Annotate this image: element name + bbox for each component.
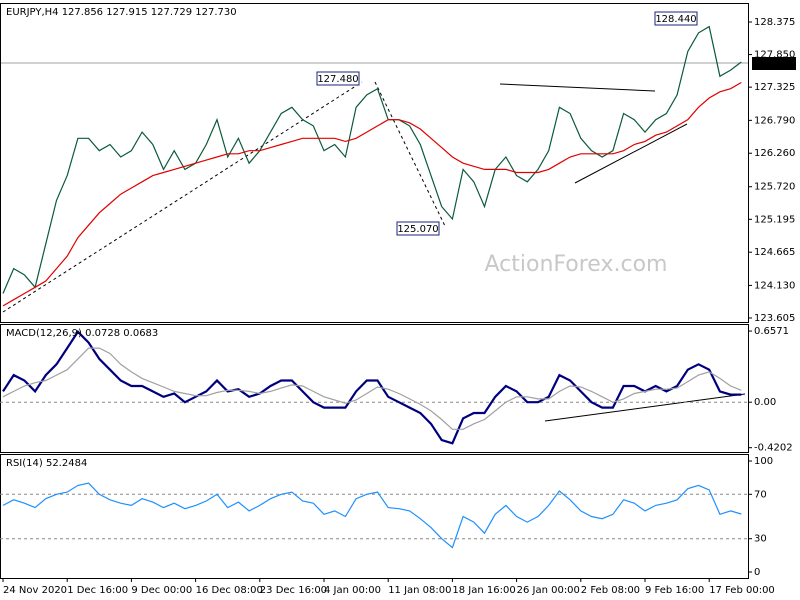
y-tick-label: 30 xyxy=(754,534,767,545)
x-tick-label: 24 Nov 2020 xyxy=(3,585,67,596)
panel-frame xyxy=(0,3,749,323)
y-tick-label: 0 xyxy=(754,567,760,578)
y-tick-label: 124.665 xyxy=(754,247,795,258)
trend-line xyxy=(574,123,688,184)
annotation-box xyxy=(396,221,440,236)
annotation: 127.480 xyxy=(317,74,358,85)
panel-frame xyxy=(0,454,749,579)
trend-line xyxy=(544,393,746,422)
y-tick-label: 125.720 xyxy=(754,182,795,193)
x-tick-label: 9 Dec 00:00 xyxy=(131,585,192,596)
y-tick-label: 0.00 xyxy=(754,397,776,408)
panel-title: RSI(14) 52.2484 xyxy=(6,458,87,469)
panel-title: MACD(12,26,9) 0.0728 0.0683 xyxy=(6,328,158,339)
x-tick-label: 17 Feb 00:00 xyxy=(709,585,775,596)
x-tick-label: 18 Jan 16:00 xyxy=(452,585,515,596)
panel-title: EURJPY,H4 127.856 127.915 127.729 127.73… xyxy=(6,7,237,18)
annotation: 125.070 xyxy=(397,224,438,235)
x-tick-label: 1 Dec 16:00 xyxy=(67,585,128,596)
y-tick-label: 125.195 xyxy=(754,214,795,225)
y-tick-label: 0.6571 xyxy=(754,326,789,337)
y-tick-label: -0.4202 xyxy=(754,443,793,454)
y-tick-label: 123.605 xyxy=(754,313,795,324)
y-tick-label: 127.850 xyxy=(754,50,795,61)
x-tick-label: 23 Dec 16:00 xyxy=(260,585,327,596)
annotation-box xyxy=(654,11,698,26)
y-tick-label: 126.790 xyxy=(754,115,795,126)
annotation: 128.440 xyxy=(655,14,696,25)
series-line xyxy=(2,482,742,549)
y-tick-label: 100 xyxy=(754,456,773,467)
watermark: ActionForex.com xyxy=(485,252,668,277)
x-tick-label: 26 Jan 00:00 xyxy=(517,585,580,596)
y-tick-label: 124.130 xyxy=(754,280,795,291)
x-tick-label: 9 Feb 16:00 xyxy=(645,585,704,596)
y-tick-label: 70 xyxy=(754,489,767,500)
x-tick-label: 11 Jan 08:00 xyxy=(388,585,451,596)
series-line xyxy=(2,330,742,445)
series-line xyxy=(2,81,742,307)
series-line xyxy=(2,347,742,430)
y-tick-label: 126.260 xyxy=(754,148,795,159)
series-line xyxy=(2,25,742,294)
y-tick-label: 127.325 xyxy=(754,82,795,93)
trend-line xyxy=(499,83,656,92)
x-tick-label: 16 Dec 08:00 xyxy=(196,585,263,596)
trend-line xyxy=(374,81,446,227)
trend-line xyxy=(2,81,363,313)
panel-frame xyxy=(0,324,749,453)
last-price-label: 127.730 xyxy=(753,59,794,70)
x-tick-label: 4 Jan 00:00 xyxy=(324,585,381,596)
last-price-box xyxy=(752,57,796,70)
y-tick-label: 128.375 xyxy=(754,17,795,28)
annotation-box xyxy=(316,71,360,86)
x-tick-label: 2 Feb 08:00 xyxy=(581,585,640,596)
